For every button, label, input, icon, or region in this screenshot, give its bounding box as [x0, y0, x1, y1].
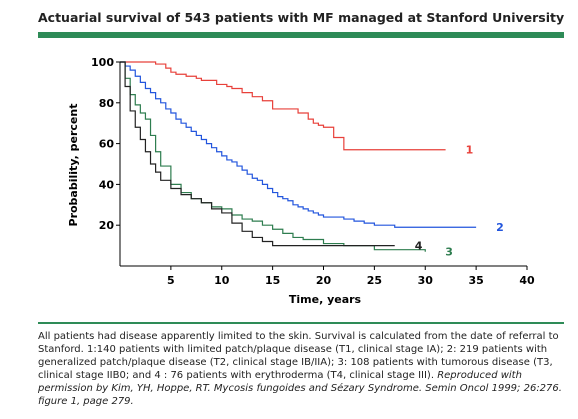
x-tick-label: 35: [468, 274, 483, 287]
x-tick-label: 10: [214, 274, 230, 287]
x-tick-label: 40: [519, 274, 535, 287]
series-line-1: [120, 61, 446, 151]
x-tick-label: 30: [418, 274, 434, 287]
caption-divider: [38, 322, 564, 324]
series-line-2: [120, 61, 477, 228]
x-axis-label: Time, years: [289, 293, 362, 306]
header-divider: [38, 32, 564, 38]
series-line-4: [120, 61, 395, 247]
y-tick-label: 40: [99, 178, 115, 191]
series-label-1: 1: [466, 144, 474, 157]
y-tick-label: 60: [99, 138, 115, 151]
y-axis-label: Probability, percent: [67, 104, 80, 227]
caption-citation: Reproduced with permission by Kim, YH, H…: [38, 370, 562, 407]
series-label-3: 3: [445, 246, 453, 259]
x-tick-label: 15: [265, 274, 280, 287]
x-tick-label: 25: [367, 274, 382, 287]
survival-chart: 20 40 60 80 100 5 10 15 20 25 30 35 40 Time, years P…: [67, 56, 535, 306]
series-label-4: 4: [415, 240, 423, 253]
x-tick-label: 5: [167, 274, 175, 287]
y-tick-label: 100: [91, 56, 114, 69]
page-title: Actuarial survival of 543 patients with …: [38, 10, 565, 25]
x-tick-label: 20: [316, 274, 332, 287]
series-label-2: 2: [496, 221, 504, 234]
series-line-3: [120, 61, 426, 252]
figure-caption: All patients had disease apparently limi…: [38, 330, 566, 408]
y-tick-label: 80: [99, 97, 115, 110]
y-tick-label: 20: [99, 219, 115, 232]
caption-text: All patients had disease apparently limi…: [38, 331, 559, 381]
